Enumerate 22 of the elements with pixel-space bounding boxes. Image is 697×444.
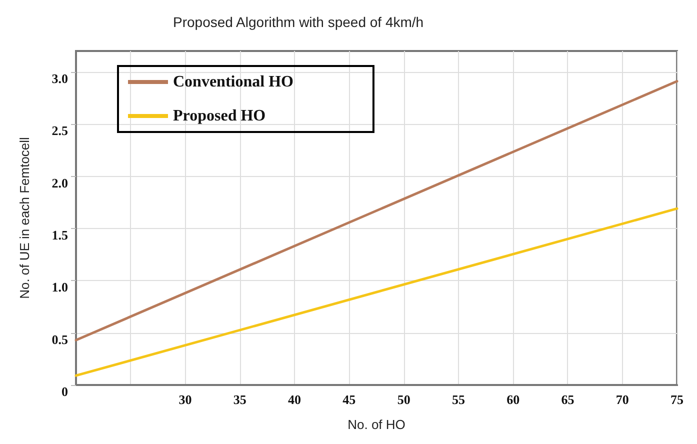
y-tick-label: 1.0	[52, 280, 68, 295]
x-tick-label: 50	[397, 392, 410, 407]
x-tick-label: 30	[178, 392, 192, 407]
x-axis-title: No. of HO	[348, 417, 406, 432]
x-tick-label: 75	[670, 392, 684, 407]
y-tick-label: 3.0	[52, 70, 68, 86]
x-tick-label: 45	[342, 392, 356, 407]
y-tick-label: 2.0	[52, 175, 68, 190]
x-tick-label: 65	[561, 392, 575, 407]
x-tick-label: 35	[233, 392, 247, 407]
y-tick-label: 0	[62, 384, 68, 399]
chart-title: Proposed Algorithm with speed of 4km/h	[173, 14, 424, 30]
y-tick-label: 0.5	[52, 332, 68, 347]
x-tick-label: 55	[452, 392, 466, 407]
y-axis-title: No. of UE in each Femtocell	[17, 136, 32, 299]
y-tick-label: 2.5	[52, 123, 68, 138]
x-tick-label: 60	[506, 392, 520, 407]
legend-label: Proposed HO	[173, 108, 266, 124]
x-tick-label: 40	[288, 392, 302, 407]
x-tick-label: 70	[616, 392, 629, 407]
legend-label: Conventional HO	[173, 74, 294, 90]
y-tick-label: 1.5	[52, 227, 68, 242]
